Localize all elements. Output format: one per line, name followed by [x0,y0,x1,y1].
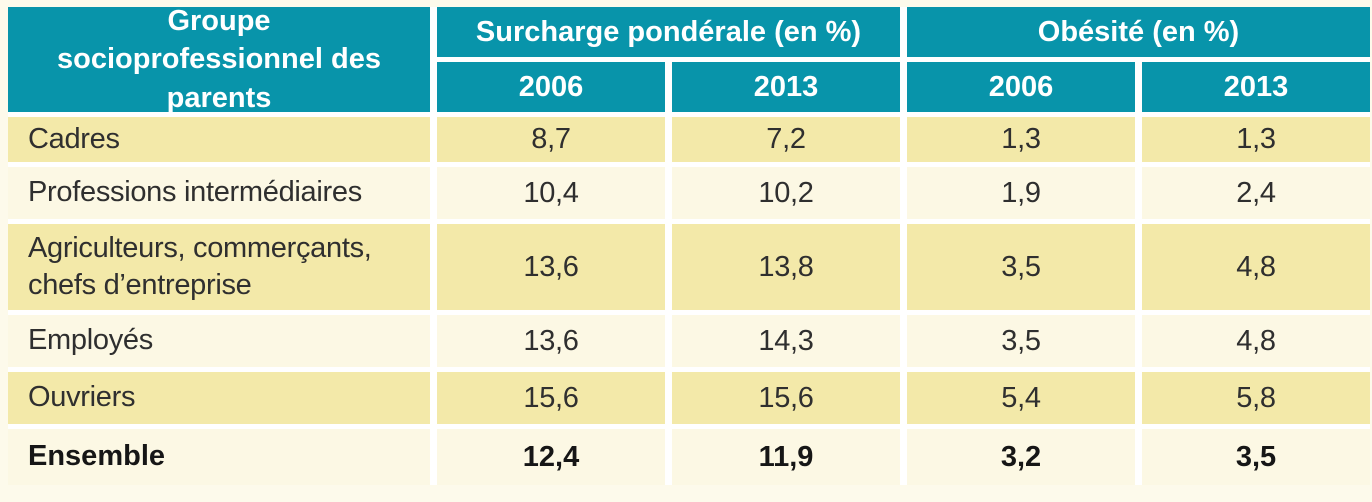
value-cell: 3,5 [907,224,1135,310]
row-label-professions-intermediaires: Professions intermédiaires [8,167,430,219]
row-label-agriculteurs: Agriculteurs, commerçants, chefs d’entre… [8,224,430,310]
row-label-cadres: Cadres [8,117,430,162]
value-cell: 13,8 [672,224,900,310]
value-cell: 10,2 [672,167,900,219]
value-cell: 8,7 [437,117,665,162]
value-cell: 12,4 [437,429,665,485]
statistics-table: Groupe socioprofessionnel des parents Su… [8,5,1370,485]
value-cell: 10,4 [437,167,665,219]
value-cell: 15,6 [672,372,900,424]
value-cell: 13,6 [437,224,665,310]
value-cell: 13,6 [437,315,665,367]
row-label-ouvriers: Ouvriers [8,372,430,424]
value-cell: 5,8 [1142,372,1370,424]
value-cell: 3,5 [907,315,1135,367]
value-cell: 1,9 [907,167,1135,219]
year-header-obesite-2013: 2013 [1142,62,1370,112]
value-cell: 3,5 [1142,429,1370,485]
group-header-surcharge: Surcharge pondérale (en %) [437,7,900,57]
year-header-surcharge-2013: 2013 [672,62,900,112]
value-cell: 14,3 [672,315,900,367]
value-cell: 1,3 [907,117,1135,162]
value-cell: 4,8 [1142,224,1370,310]
group-header-obesite: Obésité (en %) [907,7,1370,57]
row-label-employes: Employés [8,315,430,367]
value-cell: 1,3 [1142,117,1370,162]
value-cell: 3,2 [907,429,1135,485]
value-cell: 11,9 [672,429,900,485]
value-cell: 7,2 [672,117,900,162]
value-cell: 2,4 [1142,167,1370,219]
corner-header-cell: Groupe socioprofessionnel des parents [8,5,430,114]
value-cell: 5,4 [907,372,1135,424]
year-header-obesite-2006: 2006 [907,62,1135,112]
value-cell: 4,8 [1142,315,1370,367]
year-header-surcharge-2006: 2006 [437,62,665,112]
row-label-ensemble: Ensemble [8,429,430,485]
value-cell: 15,6 [437,372,665,424]
